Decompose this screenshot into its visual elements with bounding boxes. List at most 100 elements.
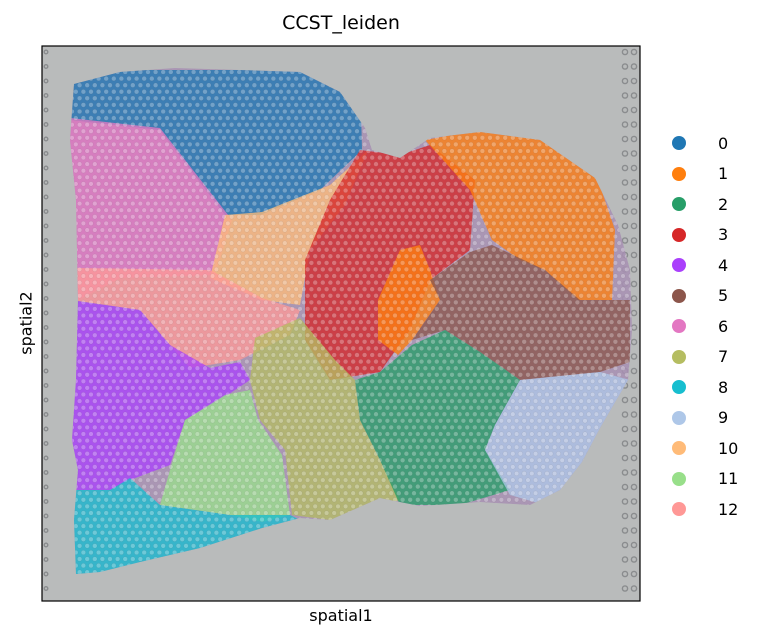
spot [194,102,200,108]
spot [457,319,463,325]
spot [419,345,425,351]
spot [240,326,246,332]
spot [609,253,615,259]
spot [339,471,345,477]
spot [229,240,235,246]
spot [232,418,238,424]
spot [259,332,265,338]
spot [183,280,189,286]
spot [194,378,200,384]
spot [479,187,485,193]
spot [286,233,292,239]
spot [202,286,208,292]
spot [137,319,143,325]
spot [510,174,516,180]
spot [396,319,402,325]
spot [191,411,197,417]
spot [278,89,284,95]
spot [194,339,200,345]
spot [533,240,539,246]
spot [350,345,356,351]
spot [324,220,330,226]
spot [441,306,447,312]
spot [476,392,482,398]
spot [411,464,417,470]
spot [92,372,98,378]
spot [434,345,440,351]
spot [99,227,105,233]
spot [80,181,86,187]
spot [498,155,504,161]
spot [312,240,318,246]
spot [407,418,413,424]
spot [118,352,124,358]
spot [415,378,421,384]
spot [597,233,603,239]
fiducial-dot [43,150,49,156]
spot [210,168,216,174]
spot [578,359,584,365]
spot [411,490,417,496]
spot [563,332,569,338]
spot [521,273,527,279]
cluster-regions [70,70,630,574]
spot [495,398,501,404]
spot [160,451,166,457]
spot [267,293,273,299]
spot [529,352,535,358]
spot [305,95,311,101]
spot [430,339,436,345]
spot [206,332,212,338]
spot [578,424,584,430]
spot [191,490,197,496]
spot [506,471,512,477]
spot [301,418,307,424]
spot [464,174,470,180]
fiducial-dot [621,150,629,157]
spot [267,319,273,325]
spot [544,326,550,332]
spot [426,253,432,259]
spot [183,253,189,259]
spot [301,444,307,450]
spot [232,128,238,134]
spot [96,89,102,95]
spot [362,444,368,450]
spot [567,233,573,239]
spot [225,233,231,239]
spot [464,477,470,483]
spot [316,181,322,187]
spot [358,306,364,312]
spot [282,293,288,299]
fiducial-dot [630,280,638,288]
spot [141,181,147,187]
spot [240,286,246,292]
spot [327,477,333,483]
spot [567,444,573,450]
spot [263,326,269,332]
spot [430,378,436,384]
spot [168,201,174,207]
spot [156,89,162,95]
spot [187,233,193,239]
spot [441,266,447,272]
spot [464,411,470,417]
spot [301,431,307,437]
spot [259,95,265,101]
spot [225,194,231,200]
spot [491,273,497,279]
spot [373,187,379,193]
spot [244,345,250,351]
spot [137,161,143,167]
spot [270,260,276,266]
spot [491,155,497,161]
spot [536,484,542,490]
spot [206,253,212,259]
spot [548,477,554,483]
spot [400,418,406,424]
spot [354,220,360,226]
spot [358,464,364,470]
spot [118,89,124,95]
spot [198,201,204,207]
spot [514,339,520,345]
